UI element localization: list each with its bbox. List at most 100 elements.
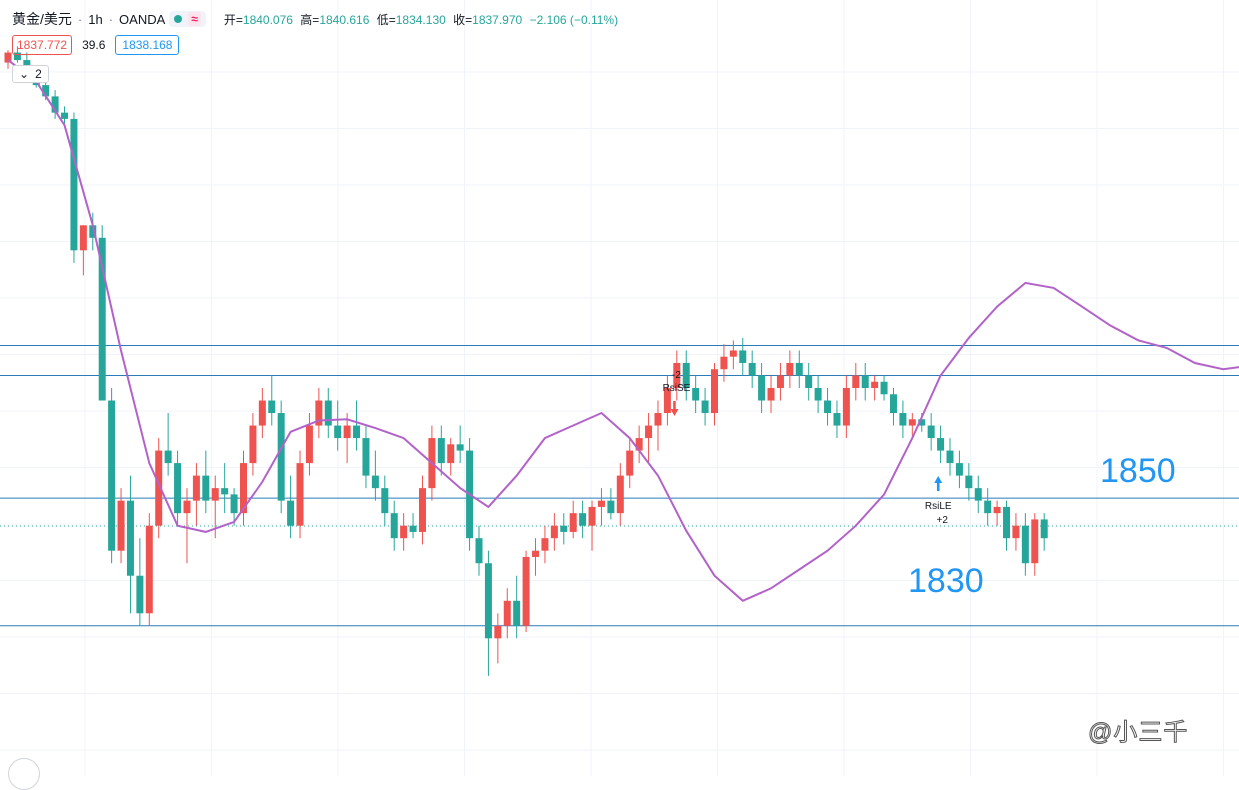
candle-body [13, 52, 21, 61]
candle [136, 538, 144, 626]
candle-body [164, 450, 172, 464]
horizontal-lines [0, 344, 1239, 627]
candle-body [513, 600, 521, 626]
candle-body [221, 488, 229, 495]
timeframe-label[interactable]: 1h [88, 11, 103, 27]
candle [381, 475, 389, 526]
candle [541, 525, 549, 564]
candle [1021, 513, 1029, 576]
candle-body [701, 400, 709, 414]
candle [833, 400, 841, 439]
candle-body [720, 356, 728, 370]
candle [871, 375, 879, 401]
candles [4, 46, 1048, 676]
candle-body [343, 425, 351, 439]
candle-body [645, 425, 653, 439]
candle [579, 500, 587, 539]
candle [126, 475, 134, 614]
candle-body [927, 425, 935, 439]
candle-body [362, 438, 370, 476]
candle [908, 413, 916, 439]
candle [588, 500, 596, 551]
candle [805, 362, 813, 401]
candle [550, 513, 558, 551]
candle [824, 388, 832, 426]
candle-body [202, 475, 210, 501]
candle-body [277, 413, 285, 501]
candle [371, 450, 379, 501]
candle [240, 450, 247, 526]
open-value: 1840.076 [242, 12, 293, 27]
candle-body [287, 500, 295, 526]
sell-price-button[interactable]: 1837.772 [12, 35, 73, 55]
candle [230, 488, 238, 526]
candle [569, 500, 577, 539]
candle-body [663, 388, 671, 414]
candle-body [315, 400, 323, 426]
buy-arrow-icon [934, 476, 943, 491]
candle-body [871, 381, 879, 388]
candle [663, 375, 671, 426]
candle-body [993, 506, 1001, 514]
candle-body [51, 96, 59, 113]
candle [390, 500, 398, 551]
candle-body [192, 475, 200, 501]
candle-body [758, 375, 766, 401]
candle [202, 450, 210, 514]
candle [861, 362, 869, 401]
candle-body [965, 475, 973, 489]
candle-body [560, 525, 568, 532]
signal-qty-label: -2 [672, 370, 681, 381]
candle-body [955, 463, 963, 476]
candle [993, 500, 1001, 526]
candle-body [579, 513, 587, 526]
candle-body [400, 525, 408, 539]
level-label-1830: 1830 [908, 562, 984, 600]
symbol-title[interactable]: 黄金/美元 [12, 11, 72, 27]
candle-body [786, 362, 794, 376]
candle-body [532, 550, 540, 557]
candle-body [1012, 525, 1020, 539]
candle [503, 588, 511, 639]
ma-line [7, 59, 1239, 602]
candle [852, 362, 860, 401]
candle [456, 425, 464, 464]
candle-body [145, 525, 153, 614]
candle-body [682, 362, 690, 388]
indicators-toggle-button[interactable]: ⌄ 2 [12, 65, 49, 83]
candle-body [984, 500, 992, 514]
candle [174, 450, 182, 526]
candle-body [814, 388, 822, 401]
candle-body [98, 237, 106, 401]
buy-price-button[interactable]: 1838.168 [115, 35, 180, 55]
candle-body [824, 400, 832, 414]
candle [729, 340, 737, 370]
market-status-badge[interactable]: ≈ [169, 11, 206, 27]
candle-body [305, 425, 313, 464]
candle-body [174, 463, 182, 514]
candle-body [541, 538, 549, 551]
close-value: 1837.970 [472, 12, 523, 27]
candle-body [805, 375, 813, 388]
candle [192, 463, 200, 526]
candle [607, 488, 615, 520]
candle-body [503, 600, 511, 626]
candle [70, 112, 78, 263]
candle [145, 513, 153, 626]
high-value: 1840.616 [319, 12, 370, 27]
candle [277, 400, 285, 514]
candle [758, 362, 766, 414]
candle [974, 475, 982, 514]
candle [117, 488, 125, 564]
settings-round-button[interactable] [8, 758, 40, 790]
candle-body [258, 400, 266, 426]
candle-body [673, 362, 681, 388]
candle-body [550, 525, 558, 539]
candle [889, 388, 897, 426]
candle [795, 350, 803, 388]
candle [475, 525, 483, 576]
candle [739, 337, 747, 376]
signals: -2 RsiSE RsiLE +2 [663, 370, 952, 526]
candle-body [4, 52, 12, 63]
